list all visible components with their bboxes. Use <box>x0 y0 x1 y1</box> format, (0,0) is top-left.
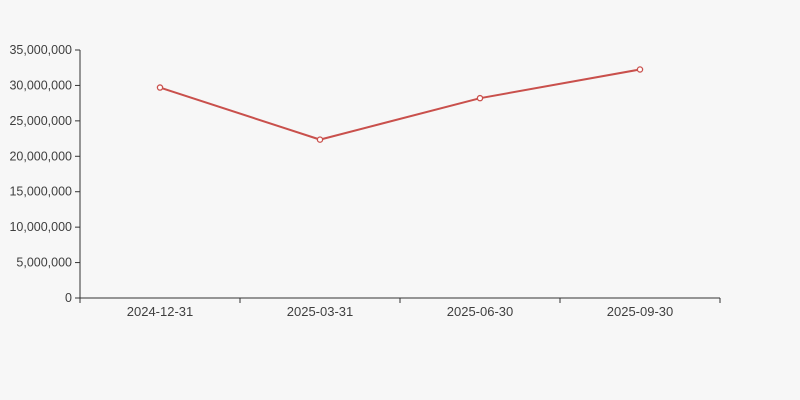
y-tick-label: 20,000,000 <box>9 149 72 163</box>
data-point-marker[interactable] <box>476 94 484 102</box>
x-tick-label: 2025-06-30 <box>447 304 514 319</box>
series-line <box>159 68 641 141</box>
y-tick-label: 10,000,000 <box>9 220 72 234</box>
x-tick-label: 2025-03-31 <box>287 304 354 319</box>
x-tick-label: 2024-12-31 <box>127 304 194 319</box>
y-tick-label: 5,000,000 <box>16 256 72 270</box>
x-tick-label: 2025-09-30 <box>607 304 674 319</box>
data-point-marker[interactable] <box>636 66 644 73</box>
y-tick-label: 25,000,000 <box>9 114 72 128</box>
y-tick-label: 0 <box>65 291 72 305</box>
y-tick-label: 30,000,000 <box>9 78 72 92</box>
y-tick-label: 15,000,000 <box>9 185 72 199</box>
data-point-marker[interactable] <box>156 84 164 91</box>
y-tick-label: 35,000,000 <box>9 43 72 57</box>
data-point-marker[interactable] <box>316 136 324 143</box>
